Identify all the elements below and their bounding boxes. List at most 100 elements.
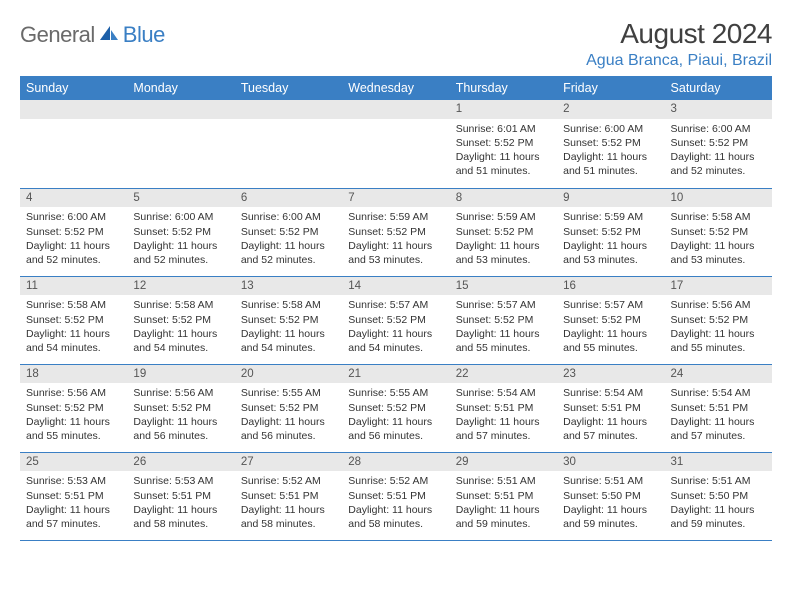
day-number-bar: 13 (235, 277, 342, 296)
sunset-line: Sunset: 5:51 PM (456, 401, 551, 415)
day-info: Sunrise: 5:59 AMSunset: 5:52 PMDaylight:… (450, 207, 557, 271)
calendar-cell: 2Sunrise: 6:00 AMSunset: 5:52 PMDaylight… (557, 100, 664, 188)
day-number-bar: 3 (665, 100, 772, 119)
sunrise-line: Sunrise: 5:51 AM (456, 474, 551, 488)
calendar-cell (342, 100, 449, 188)
day-number-bar-empty (235, 100, 342, 119)
sunrise-line: Sunrise: 5:51 AM (563, 474, 658, 488)
sunset-line: Sunset: 5:51 PM (133, 489, 228, 503)
sunset-line: Sunset: 5:52 PM (563, 136, 658, 150)
sunrise-line: Sunrise: 5:56 AM (671, 298, 766, 312)
sunset-line: Sunset: 5:52 PM (241, 313, 336, 327)
daylight-line: Daylight: 11 hours and 54 minutes. (133, 327, 228, 355)
day-info: Sunrise: 5:54 AMSunset: 5:51 PMDaylight:… (557, 383, 664, 447)
day-info: Sunrise: 6:00 AMSunset: 5:52 PMDaylight:… (20, 207, 127, 271)
day-info: Sunrise: 5:56 AMSunset: 5:52 PMDaylight:… (20, 383, 127, 447)
day-info: Sunrise: 5:52 AMSunset: 5:51 PMDaylight:… (342, 471, 449, 535)
calendar-cell: 21Sunrise: 5:55 AMSunset: 5:52 PMDayligh… (342, 364, 449, 452)
day-number-bar: 30 (557, 453, 664, 472)
calendar-cell: 11Sunrise: 5:58 AMSunset: 5:52 PMDayligh… (20, 276, 127, 364)
sunrise-line: Sunrise: 5:52 AM (241, 474, 336, 488)
day-info: Sunrise: 5:58 AMSunset: 5:52 PMDaylight:… (235, 295, 342, 359)
calendar-cell: 20Sunrise: 5:55 AMSunset: 5:52 PMDayligh… (235, 364, 342, 452)
sunrise-line: Sunrise: 5:58 AM (671, 210, 766, 224)
sunset-line: Sunset: 5:52 PM (133, 401, 228, 415)
calendar-cell: 3Sunrise: 6:00 AMSunset: 5:52 PMDaylight… (665, 100, 772, 188)
day-number-bar: 27 (235, 453, 342, 472)
calendar-cell: 14Sunrise: 5:57 AMSunset: 5:52 PMDayligh… (342, 276, 449, 364)
calendar-head: SundayMondayTuesdayWednesdayThursdayFrid… (20, 76, 772, 100)
sunset-line: Sunset: 5:52 PM (563, 313, 658, 327)
day-number-bar: 31 (665, 453, 772, 472)
sunset-line: Sunset: 5:52 PM (671, 136, 766, 150)
day-info: Sunrise: 5:55 AMSunset: 5:52 PMDaylight:… (235, 383, 342, 447)
calendar-cell: 25Sunrise: 5:53 AMSunset: 5:51 PMDayligh… (20, 452, 127, 540)
sunrise-line: Sunrise: 5:54 AM (563, 386, 658, 400)
daylight-line: Daylight: 11 hours and 51 minutes. (563, 150, 658, 178)
day-info: Sunrise: 5:58 AMSunset: 5:52 PMDaylight:… (665, 207, 772, 271)
weekday-header: Friday (557, 76, 664, 100)
sunset-line: Sunset: 5:51 PM (671, 401, 766, 415)
daylight-line: Daylight: 11 hours and 52 minutes. (26, 239, 121, 267)
daylight-line: Daylight: 11 hours and 51 minutes. (456, 150, 551, 178)
sunrise-line: Sunrise: 6:01 AM (456, 122, 551, 136)
day-number-bar: 8 (450, 189, 557, 208)
daylight-line: Daylight: 11 hours and 59 minutes. (563, 503, 658, 531)
brand-sail-icon (99, 24, 119, 47)
day-info: Sunrise: 5:58 AMSunset: 5:52 PMDaylight:… (127, 295, 234, 359)
day-info: Sunrise: 5:51 AMSunset: 5:51 PMDaylight:… (450, 471, 557, 535)
calendar-cell: 10Sunrise: 5:58 AMSunset: 5:52 PMDayligh… (665, 188, 772, 276)
daylight-line: Daylight: 11 hours and 54 minutes. (26, 327, 121, 355)
calendar-week-row: 11Sunrise: 5:58 AMSunset: 5:52 PMDayligh… (20, 276, 772, 364)
daylight-line: Daylight: 11 hours and 57 minutes. (26, 503, 121, 531)
month-title: August 2024 (586, 18, 772, 50)
calendar-cell: 16Sunrise: 5:57 AMSunset: 5:52 PMDayligh… (557, 276, 664, 364)
day-number-bar: 9 (557, 189, 664, 208)
calendar-cell: 22Sunrise: 5:54 AMSunset: 5:51 PMDayligh… (450, 364, 557, 452)
day-info: Sunrise: 5:54 AMSunset: 5:51 PMDaylight:… (450, 383, 557, 447)
day-info: Sunrise: 5:57 AMSunset: 5:52 PMDaylight:… (450, 295, 557, 359)
sunrise-line: Sunrise: 6:00 AM (133, 210, 228, 224)
sunset-line: Sunset: 5:52 PM (133, 313, 228, 327)
sunset-line: Sunset: 5:52 PM (348, 313, 443, 327)
day-number-bar: 11 (20, 277, 127, 296)
sunrise-line: Sunrise: 6:00 AM (26, 210, 121, 224)
day-number-bar: 18 (20, 365, 127, 384)
sunrise-line: Sunrise: 5:51 AM (671, 474, 766, 488)
day-number-bar: 21 (342, 365, 449, 384)
calendar-cell: 30Sunrise: 5:51 AMSunset: 5:50 PMDayligh… (557, 452, 664, 540)
sunset-line: Sunset: 5:51 PM (348, 489, 443, 503)
sunrise-line: Sunrise: 5:58 AM (241, 298, 336, 312)
sunrise-line: Sunrise: 5:53 AM (26, 474, 121, 488)
calendar-cell: 29Sunrise: 5:51 AMSunset: 5:51 PMDayligh… (450, 452, 557, 540)
day-number-bar: 15 (450, 277, 557, 296)
calendar-cell: 12Sunrise: 5:58 AMSunset: 5:52 PMDayligh… (127, 276, 234, 364)
daylight-line: Daylight: 11 hours and 53 minutes. (456, 239, 551, 267)
sunrise-line: Sunrise: 6:00 AM (671, 122, 766, 136)
daylight-line: Daylight: 11 hours and 57 minutes. (456, 415, 551, 443)
day-info: Sunrise: 5:59 AMSunset: 5:52 PMDaylight:… (342, 207, 449, 271)
calendar-cell: 5Sunrise: 6:00 AMSunset: 5:52 PMDaylight… (127, 188, 234, 276)
calendar-cell: 31Sunrise: 5:51 AMSunset: 5:50 PMDayligh… (665, 452, 772, 540)
sunset-line: Sunset: 5:52 PM (671, 313, 766, 327)
day-info: Sunrise: 5:59 AMSunset: 5:52 PMDaylight:… (557, 207, 664, 271)
calendar-cell: 7Sunrise: 5:59 AMSunset: 5:52 PMDaylight… (342, 188, 449, 276)
calendar-cell (235, 100, 342, 188)
calendar-week-row: 1Sunrise: 6:01 AMSunset: 5:52 PMDaylight… (20, 100, 772, 188)
day-number-bar: 24 (665, 365, 772, 384)
sunrise-line: Sunrise: 5:56 AM (26, 386, 121, 400)
daylight-line: Daylight: 11 hours and 58 minutes. (133, 503, 228, 531)
sunset-line: Sunset: 5:52 PM (456, 313, 551, 327)
day-info: Sunrise: 5:54 AMSunset: 5:51 PMDaylight:… (665, 383, 772, 447)
day-number-bar: 1 (450, 100, 557, 119)
calendar-cell: 28Sunrise: 5:52 AMSunset: 5:51 PMDayligh… (342, 452, 449, 540)
calendar-page: General Blue August 2024 Agua Branca, Pi… (0, 0, 792, 541)
daylight-line: Daylight: 11 hours and 55 minutes. (563, 327, 658, 355)
header: General Blue August 2024 Agua Branca, Pi… (20, 18, 772, 70)
brand-logo: General Blue (20, 18, 165, 48)
day-number-bar: 23 (557, 365, 664, 384)
calendar-cell (20, 100, 127, 188)
calendar-cell: 17Sunrise: 5:56 AMSunset: 5:52 PMDayligh… (665, 276, 772, 364)
calendar-cell: 23Sunrise: 5:54 AMSunset: 5:51 PMDayligh… (557, 364, 664, 452)
weekday-header: Tuesday (235, 76, 342, 100)
